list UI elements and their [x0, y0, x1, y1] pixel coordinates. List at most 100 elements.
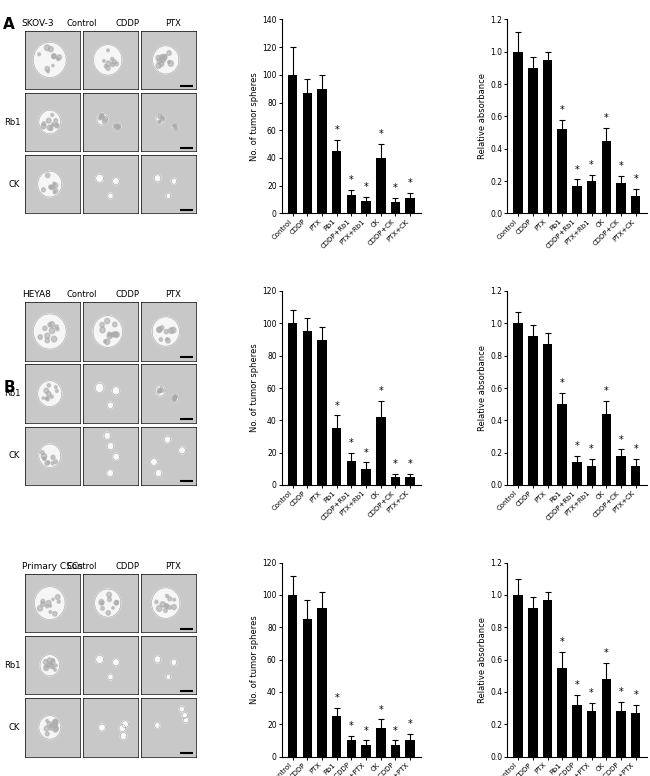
- Polygon shape: [98, 117, 101, 120]
- Polygon shape: [159, 338, 162, 341]
- Polygon shape: [106, 66, 110, 71]
- Text: A: A: [3, 17, 15, 32]
- Polygon shape: [107, 598, 111, 601]
- Bar: [391, 477, 400, 485]
- Bar: [376, 728, 385, 757]
- Text: *: *: [633, 445, 638, 454]
- Polygon shape: [47, 662, 52, 667]
- Polygon shape: [43, 457, 46, 460]
- Text: *: *: [378, 705, 383, 715]
- Text: Rb1: Rb1: [4, 117, 20, 126]
- Bar: [587, 466, 596, 485]
- Text: *: *: [590, 688, 594, 698]
- Polygon shape: [53, 183, 58, 188]
- Bar: [346, 196, 356, 213]
- Bar: [346, 461, 356, 485]
- Bar: [317, 88, 327, 213]
- Polygon shape: [55, 594, 60, 600]
- Polygon shape: [118, 126, 120, 129]
- Bar: [631, 466, 640, 485]
- Polygon shape: [49, 727, 52, 730]
- Polygon shape: [170, 327, 176, 333]
- Polygon shape: [46, 605, 49, 608]
- Bar: [376, 417, 385, 485]
- Polygon shape: [46, 732, 49, 736]
- Polygon shape: [114, 124, 118, 128]
- Polygon shape: [158, 114, 162, 119]
- Polygon shape: [39, 444, 60, 467]
- Polygon shape: [52, 123, 54, 126]
- Polygon shape: [164, 330, 168, 334]
- Polygon shape: [115, 601, 119, 605]
- Bar: [601, 140, 611, 213]
- Polygon shape: [38, 381, 62, 407]
- Polygon shape: [106, 61, 111, 66]
- Polygon shape: [109, 333, 113, 337]
- Polygon shape: [42, 188, 46, 192]
- Polygon shape: [157, 327, 162, 332]
- Bar: [543, 600, 552, 757]
- Polygon shape: [38, 53, 40, 56]
- Polygon shape: [49, 663, 54, 669]
- Polygon shape: [107, 442, 114, 449]
- Text: Rb1: Rb1: [4, 389, 20, 398]
- Bar: [303, 331, 312, 485]
- Text: SKOV-3: SKOV-3: [21, 19, 54, 28]
- Bar: [543, 60, 552, 213]
- Polygon shape: [164, 608, 167, 612]
- Polygon shape: [114, 332, 119, 337]
- Polygon shape: [49, 605, 51, 608]
- Polygon shape: [151, 459, 157, 466]
- Polygon shape: [94, 45, 122, 75]
- Polygon shape: [99, 600, 104, 605]
- Polygon shape: [34, 314, 66, 349]
- Bar: [317, 340, 327, 485]
- Polygon shape: [101, 606, 104, 610]
- Text: *: *: [560, 378, 565, 388]
- Polygon shape: [43, 326, 47, 331]
- Polygon shape: [47, 383, 50, 387]
- Polygon shape: [39, 110, 60, 133]
- Polygon shape: [165, 604, 168, 608]
- Polygon shape: [164, 605, 168, 608]
- Polygon shape: [161, 389, 164, 392]
- Polygon shape: [97, 113, 108, 125]
- Polygon shape: [56, 327, 59, 331]
- Polygon shape: [52, 598, 54, 601]
- Polygon shape: [112, 60, 116, 64]
- Polygon shape: [52, 64, 54, 67]
- Text: *: *: [364, 726, 369, 736]
- Polygon shape: [119, 725, 125, 732]
- Text: *: *: [590, 445, 594, 454]
- Polygon shape: [151, 588, 180, 618]
- Bar: [288, 324, 298, 485]
- Text: CDDP: CDDP: [116, 562, 140, 571]
- Bar: [572, 705, 582, 757]
- Polygon shape: [156, 56, 161, 61]
- Polygon shape: [93, 316, 122, 348]
- Text: CK: CK: [9, 180, 20, 189]
- Text: Rb1: Rb1: [4, 660, 20, 670]
- Polygon shape: [173, 397, 176, 401]
- Polygon shape: [171, 178, 177, 184]
- Polygon shape: [99, 724, 105, 731]
- Text: *: *: [349, 175, 354, 185]
- Text: *: *: [378, 386, 383, 396]
- Polygon shape: [168, 61, 174, 66]
- Polygon shape: [55, 123, 58, 127]
- Polygon shape: [49, 185, 53, 189]
- Polygon shape: [112, 331, 118, 338]
- Polygon shape: [49, 327, 55, 334]
- Bar: [616, 712, 626, 757]
- Polygon shape: [112, 332, 116, 336]
- Bar: [514, 324, 523, 485]
- Polygon shape: [53, 611, 57, 616]
- Polygon shape: [47, 722, 52, 727]
- Text: Control: Control: [67, 19, 98, 28]
- Polygon shape: [41, 601, 45, 607]
- Polygon shape: [54, 189, 58, 192]
- Polygon shape: [46, 397, 49, 400]
- Text: *: *: [364, 182, 369, 192]
- Polygon shape: [111, 63, 114, 67]
- Text: *: *: [408, 178, 413, 188]
